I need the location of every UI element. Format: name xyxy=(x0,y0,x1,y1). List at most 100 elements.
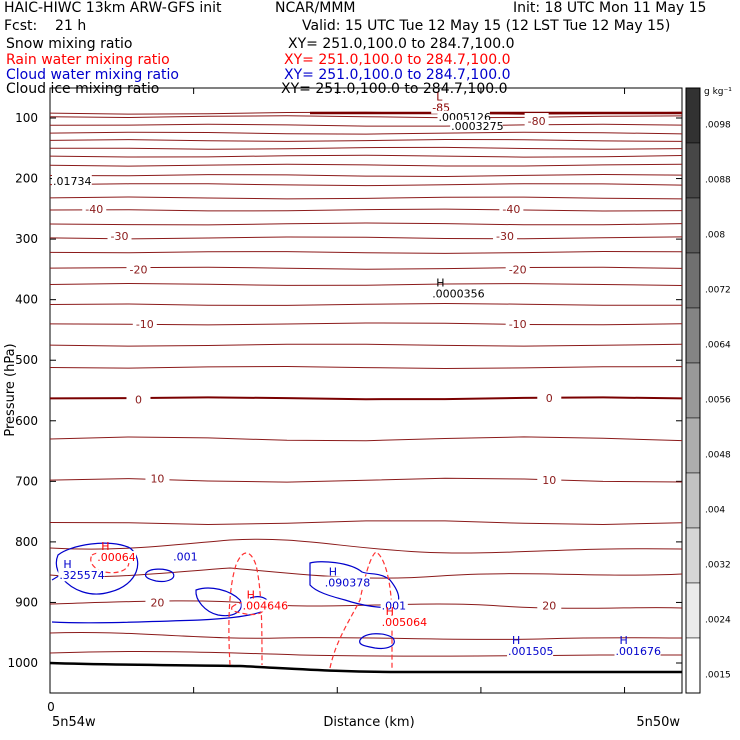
temperature-contour xyxy=(49,436,683,442)
extremum-value-label: .090378 xyxy=(325,576,371,589)
colorbar-segment xyxy=(685,362,701,419)
extremum-label-bg xyxy=(241,599,288,612)
temperature-contour xyxy=(49,138,683,142)
contour-label-bg xyxy=(145,594,170,608)
rain-water-contour xyxy=(329,551,393,669)
contour-label-bg xyxy=(524,113,549,127)
extremum-label-bg xyxy=(431,101,453,114)
y-tick-label: 300 xyxy=(15,232,38,246)
colorbar-segment xyxy=(685,87,701,144)
y-axis-label: Pressure (hPa) xyxy=(3,343,18,436)
temperature-contour xyxy=(49,651,682,657)
temperature-contour-label: -10 xyxy=(136,318,154,331)
contour-label-bg xyxy=(107,228,132,242)
extremum-value-label: .001 xyxy=(382,600,407,613)
contour-label-bg xyxy=(126,261,151,275)
colorbar-tick-label: .0024 xyxy=(705,616,731,626)
temperature-contour xyxy=(49,208,683,212)
temperature-contour xyxy=(49,115,683,119)
colorbar-tick-label: .008 xyxy=(705,231,725,241)
contour-label-bg xyxy=(505,261,530,275)
colorbar-tick-label: .0098 xyxy=(705,121,731,131)
colorbar-tick-label: .004 xyxy=(705,506,725,516)
y-tick-label: 800 xyxy=(15,535,38,549)
extremum-label-bg xyxy=(507,644,554,657)
temperature-contour xyxy=(49,236,683,240)
field-cloudwater-name: Cloud water mixing ratio xyxy=(6,67,179,83)
extremum-marker: H xyxy=(63,558,71,571)
extremum-label-bg xyxy=(437,110,490,123)
temperature-contour xyxy=(49,631,683,640)
temperature-contour-label: -30 xyxy=(111,230,129,243)
valid-time: Valid: 15 UTC Tue 12 May 15 (12 LST Tue … xyxy=(302,18,671,34)
temperature-contour xyxy=(49,123,683,127)
extremum-value-label: .0003275 xyxy=(451,120,504,133)
extremum-label-bg xyxy=(380,615,427,628)
temperature-contour-label: -40 xyxy=(502,203,520,216)
temperature-contour xyxy=(49,538,683,554)
field-cloudice-name: Cloud ice mixing ratio xyxy=(6,81,160,97)
x-start-label: 5n54w xyxy=(52,715,96,730)
temperature-contour-label: 20 xyxy=(542,599,556,612)
temperature-contour-label: 10 xyxy=(150,472,164,485)
extremum-label-bg xyxy=(431,287,484,300)
temperature-contour-label: -30 xyxy=(496,230,514,243)
extremum-marker: H xyxy=(619,634,627,647)
contour-label-bg xyxy=(493,228,518,242)
colorbar-tick-label: .0088 xyxy=(705,176,731,186)
temperature-contour xyxy=(49,520,683,526)
contour-label-bg xyxy=(537,389,562,403)
temperature-contour xyxy=(49,250,683,254)
field-cloudwater-xy: XY= 251.0,100.0 to 284.7,100.0 xyxy=(284,67,511,83)
temperature-contour xyxy=(49,196,683,200)
extremum-label-bg xyxy=(614,644,661,657)
y-tick-label: 100 xyxy=(15,111,38,125)
rain-water-contour xyxy=(228,552,263,666)
colorbar-segment xyxy=(685,197,701,254)
temperature-contour-label: 0 xyxy=(546,392,553,405)
extremum-value-label: .01734 xyxy=(53,175,92,188)
colorbar-segment xyxy=(685,527,701,584)
colorbar-segment xyxy=(685,142,701,199)
cloud-water-contour xyxy=(309,561,400,609)
temperature-contour-label: 0 xyxy=(135,394,142,407)
x-axis-label: Distance (km) xyxy=(323,715,414,730)
temperature-contour-label: -80 xyxy=(528,115,546,128)
extremum-label-bg xyxy=(58,569,105,582)
x-zero-label: 0 xyxy=(47,700,55,714)
extremum-label-bg xyxy=(96,551,137,564)
org-label: NCAR/MMM xyxy=(275,0,356,16)
field-rain-xy: XY= 251.0,100.0 to 284.7,100.0 xyxy=(284,52,511,68)
extremum-value-label: .00064 xyxy=(97,551,135,564)
field-snow-name: Snow mixing ratio xyxy=(6,36,133,52)
temperature-contour xyxy=(49,396,683,401)
temperature-contour xyxy=(49,302,682,306)
temperature-contour xyxy=(49,183,683,187)
field-snow-xy: XY= 251.0,100.0 to 284.7,100.0 xyxy=(288,36,515,52)
contour-label-bg xyxy=(82,200,107,214)
temperature-contour-label: -10 xyxy=(509,318,527,331)
temperature-contour xyxy=(49,173,683,178)
temperature-contour-label: 20 xyxy=(150,596,164,609)
colorbar-segment xyxy=(685,252,701,309)
colorbar-tick-label: .0072 xyxy=(705,286,731,296)
temperature-contour-label: -20 xyxy=(129,263,147,276)
extremum-value-label: .001676 xyxy=(615,645,661,658)
cloud-water-contour xyxy=(359,633,395,650)
extremum-label-bg xyxy=(323,576,370,589)
y-tick-label: 500 xyxy=(15,353,38,367)
extremum-marker: H xyxy=(386,605,394,618)
colorbar-tick-label: .0056 xyxy=(705,396,731,406)
cloud-water-contour xyxy=(144,568,175,583)
temperature-contour-label: -40 xyxy=(85,203,103,216)
y-tick-label: 900 xyxy=(15,595,38,609)
extremum-marker: L xyxy=(436,91,443,104)
extremum-value-label: .001505 xyxy=(508,645,554,658)
temperature-contour xyxy=(49,477,683,483)
contour-label-bg xyxy=(499,200,524,214)
temperature-contour xyxy=(49,131,683,135)
extremum-value-label: .005064 xyxy=(382,616,428,629)
extremum-marker: H xyxy=(247,589,255,602)
temperature-contour xyxy=(49,146,683,150)
